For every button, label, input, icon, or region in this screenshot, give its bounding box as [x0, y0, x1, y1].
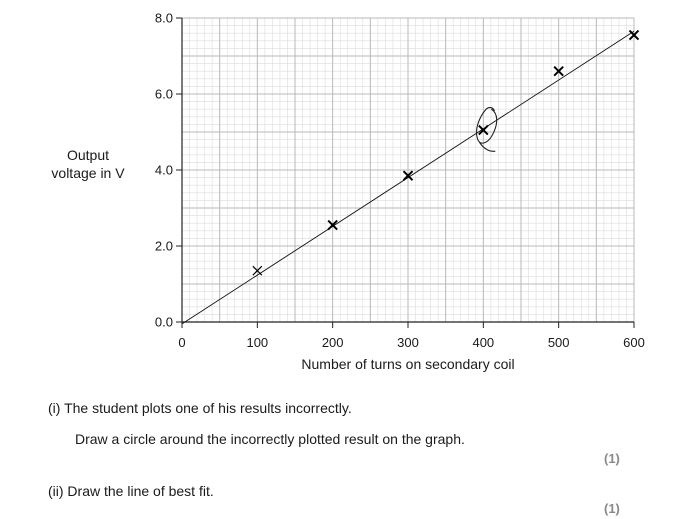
data-point: [628, 29, 640, 41]
x-axis-label: Number of turns on secondary coil: [301, 356, 515, 372]
annotation-group: [476, 107, 498, 152]
y-tick-label: 2.0: [155, 239, 173, 254]
best-fit-line-group: [181, 30, 635, 325]
y-axis-label: Output voltage in V: [40, 146, 136, 182]
data-point: [327, 219, 338, 231]
x-tick-label: 0: [178, 335, 185, 350]
x-tick-label: 100: [246, 335, 268, 350]
x-tick-label: 400: [472, 335, 494, 350]
data-point: [252, 265, 263, 276]
question-part-ii: (ii) Draw the line of best fit.: [48, 483, 214, 499]
question-part-i-line-2: Draw a circle around the incorrectly plo…: [75, 431, 465, 447]
x-tick-label: 600: [623, 335, 645, 350]
x-tick-label: 300: [397, 335, 419, 350]
hand-drawn-circle: [476, 107, 498, 152]
chart: 0 100 200 300 400 500 600 0.0 2.0 4.0 6.0 8.0: [155, 11, 645, 351]
data-point: [402, 170, 414, 181]
y-tick-label: 8.0: [155, 11, 173, 26]
data-point-stroke: [628, 29, 640, 41]
data-point-stroke: [478, 124, 489, 136]
marks-part-ii: (1): [604, 501, 620, 516]
y-tick-label: 6.0: [155, 87, 173, 102]
data-point-stroke: [402, 170, 414, 181]
y-axis-label-line-2: voltage in V: [51, 165, 125, 181]
marks-part-i: (1): [604, 451, 620, 466]
best-fit-line: [181, 30, 635, 325]
y-tick-label: 4.0: [155, 163, 173, 178]
data-point: [553, 65, 564, 77]
data-point-stroke: [252, 265, 263, 276]
data-point-stroke: [327, 219, 338, 231]
data-point: [478, 124, 489, 136]
ticks: 0 100 200 300 400 500 600 0.0 2.0 4.0 6.0 8.0: [155, 11, 645, 351]
x-tick-label: 200: [322, 335, 344, 350]
y-tick-label: 0.0: [155, 315, 173, 330]
data-point-stroke: [553, 65, 564, 77]
question-part-i-line-1: (i) The student plots one of his results…: [48, 400, 352, 416]
x-tick-label: 500: [548, 335, 570, 350]
data-points: [252, 29, 640, 276]
y-axis-label-line-1: Output: [66, 147, 110, 163]
